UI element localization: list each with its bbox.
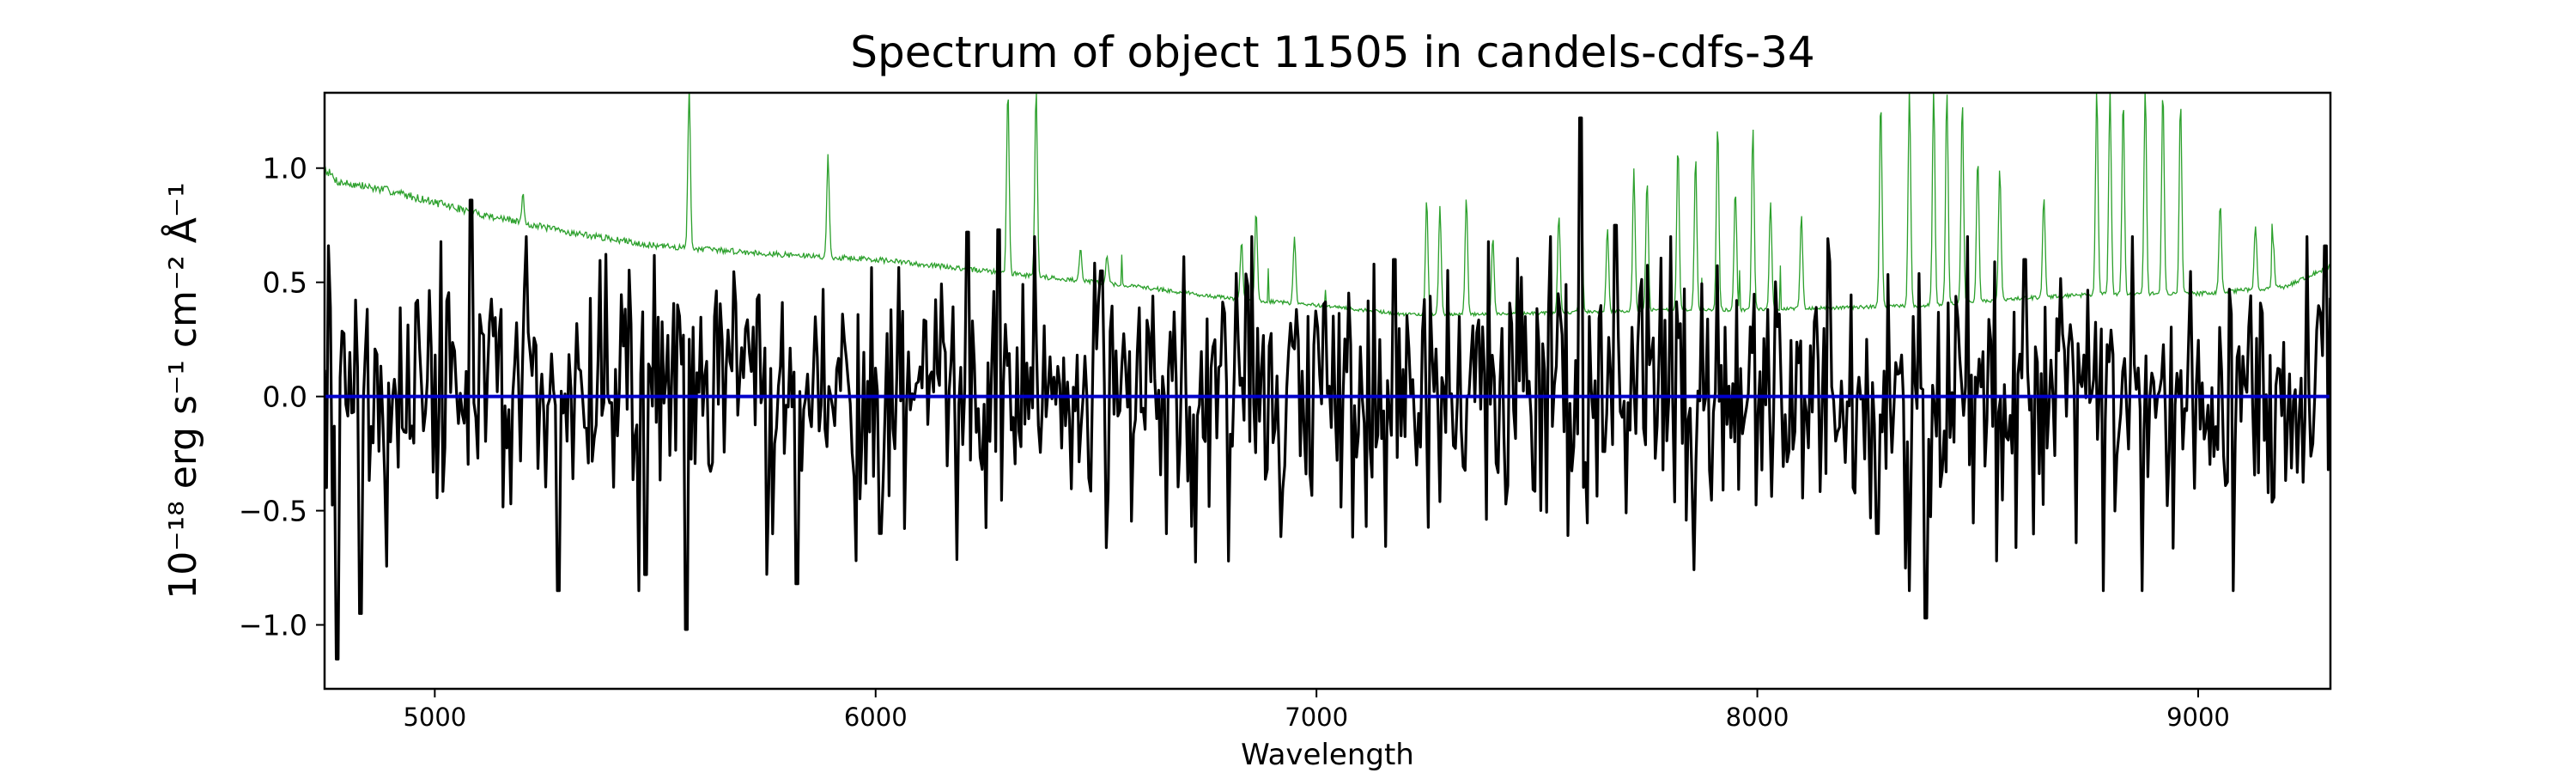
y-axis: −1.0 −0.5 0.0 0.5 1.0 [239,152,325,642]
y-axis-label: 10⁻¹⁸ erg s⁻¹ cm⁻² Å⁻¹ [160,182,205,599]
x-tick-label: 6000 [844,703,908,732]
flux-spectrum-line [325,116,2330,660]
chart-title: Spectrum of object 11505 in candels-cdfs… [850,27,1815,77]
y-tick-label: 0.5 [263,266,307,300]
x-tick-label: 8000 [1726,703,1789,732]
x-tick-label: 9000 [2166,703,2230,732]
plot-frame [323,91,2332,691]
y-tick-label: 1.0 [263,152,307,186]
y-tick-label: −0.5 [239,495,307,528]
x-tick-label: 7000 [1285,703,1348,732]
x-tick-label: 5000 [403,703,466,732]
y-tick-label: −1.0 [239,609,307,642]
x-axis: 5000 6000 7000 8000 9000 [403,689,2230,732]
y-tick-label: 0.0 [263,380,307,414]
x-axis-label: Wavelength [1241,738,1414,772]
